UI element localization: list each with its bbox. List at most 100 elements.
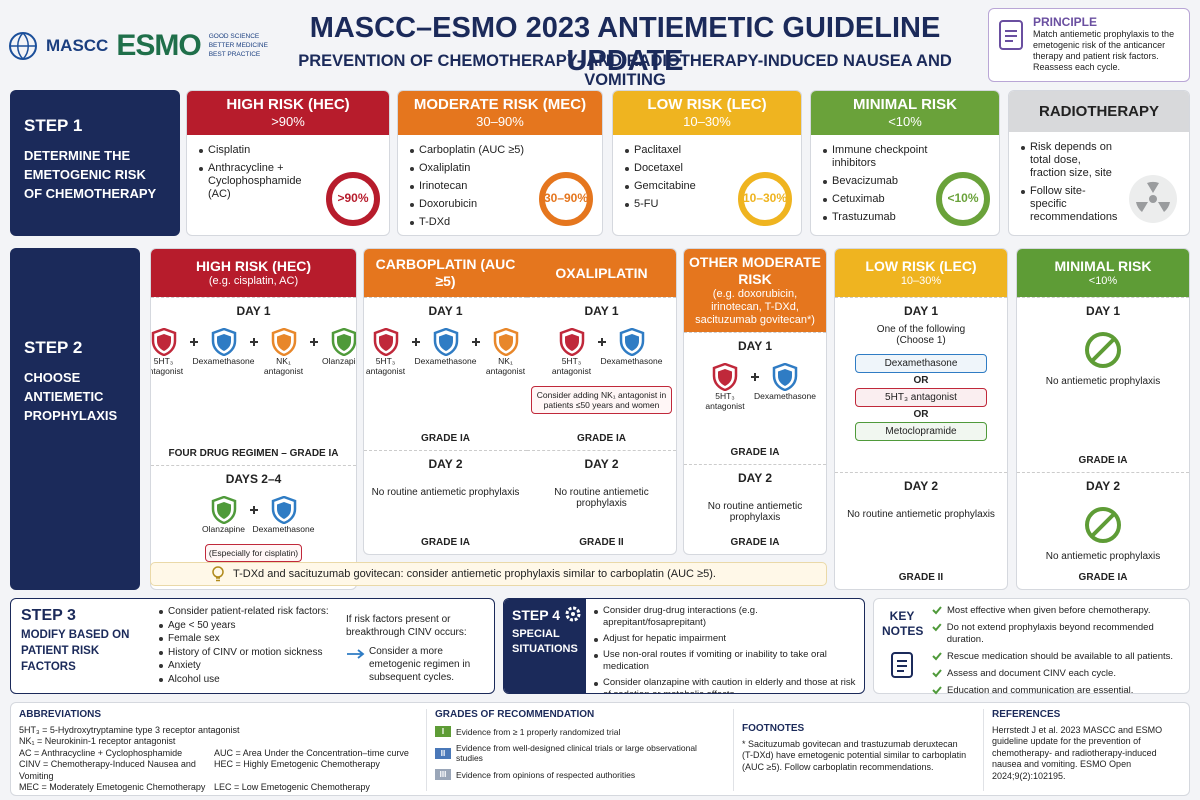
clipboard-icon: [891, 652, 913, 678]
arrow-icon: [347, 649, 365, 659]
badge-ring: [936, 172, 990, 226]
column-range: 10–30%: [683, 114, 731, 129]
grade: GRADE IA: [1078, 454, 1128, 466]
risk-factor: Consider patient-related risk factors:: [159, 605, 339, 619]
drug-item: Trastuzumab: [823, 211, 929, 224]
grades: GRADES OF RECOMMENDATION I Evidence from ≥…: [426, 709, 726, 791]
grade-level: I: [435, 726, 451, 737]
abbreviation: AUC = Area Under the Concentration–time …: [214, 747, 409, 758]
column-title: MINIMAL RISK: [853, 96, 957, 113]
plus-sign: [597, 338, 606, 346]
regimen-column: HIGH RISK (HEC) (e.g. cisplatin, AC) DAY 1…: [150, 248, 357, 590]
step-title: MODIFY BASED ON PATIENT RISK FACTORS: [21, 629, 130, 673]
regimen-column: MINIMAL RISK <10% DAY 1 No antiemetic proph…: [1016, 248, 1190, 590]
regimen: FOUR DRUG REGIMEN – GRADE IA: [168, 448, 339, 459]
abbreviation: MEC = Moderately Emetogenic Chemotherapy: [19, 782, 206, 792]
tagline-line: BETTER MEDICINE: [208, 42, 268, 49]
grade: GRADE II: [898, 572, 944, 583]
plus-sign-part: [309, 338, 318, 346]
day-label: DAY 1: [737, 339, 773, 353]
gear-icon-part: [571, 612, 575, 616]
check-icon: [932, 623, 942, 632]
drug-item: Irinotecan: [410, 180, 532, 193]
day-label: DAY 1: [584, 304, 619, 318]
risk-factor: History of CINV or motion sickness: [159, 646, 339, 660]
footnotes: FOOTNOTES * Sacituzumab govitecan and tra…: [733, 709, 978, 791]
gear-icon-part: [565, 606, 581, 622]
column-header: LOW RISK (LEC) 10–30%: [835, 249, 1007, 297]
drug: 5HT₃ antagonist: [550, 328, 594, 376]
situation: Consider drug-drug interactions (e.g. ap…: [594, 605, 859, 629]
step3-box: STEP 3 MODIFY BASED ON PATIENT RISK FACTO…: [10, 598, 495, 694]
radiation-icon-part: [1149, 195, 1157, 203]
drug-icon: [493, 328, 518, 356]
badge-ring-part: [539, 172, 593, 226]
no-prophylaxis-icon: [1085, 506, 1121, 543]
key-note: Most effective when given before chemoth…: [932, 605, 1187, 617]
tagline: GOOD SCIENCE BETTER MEDICINE BEST PRACTICE: [209, 32, 268, 59]
grade-text: Evidence from ≥ 1 properly randomized tr…: [456, 726, 621, 737]
day-label: DAY 2: [584, 457, 619, 472]
section-title: ABBREVIATIONS: [19, 709, 102, 720]
drug: Olanzapine: [321, 328, 356, 366]
special-situations: Consider drug-drug interactions (e.g. ap…: [594, 605, 859, 693]
drug: 5HT₃ antagonist: [703, 363, 747, 411]
key-note-text: Assess and document CINV each cycle.: [947, 668, 1116, 679]
risk-column: LOW RISK (LEC) 10–30% Paclitaxel Docetaxel G…: [612, 90, 802, 236]
drug-name: NK₁ antagonist: [263, 356, 304, 376]
step-label: STEP 3: [21, 607, 76, 624]
day-label: DAY 1: [236, 304, 271, 318]
day-text: No routine antiemetic prophylaxis: [847, 508, 995, 520]
drug-icon: [619, 328, 644, 356]
plus-sign-part: [189, 338, 198, 346]
drug-list: Carboplatin (AUC ≥5) Oxaliplatin Irinoteca…: [398, 135, 602, 235]
drug-icon: [559, 328, 584, 356]
grade: GRADE IA: [421, 433, 470, 445]
globe-logo-part: [10, 31, 36, 60]
regimen-column: CARBOPLATIN (AUC ≥5) DAY 1 5HT₃ antagonist…: [363, 248, 527, 555]
risk-factor: Alcohol use: [159, 673, 339, 687]
column-subtitle: (e.g. cisplatin, AC): [208, 275, 299, 287]
step-label: STEP 2: [24, 338, 83, 357]
abbreviation-row: AC = Anthracycline + Cyclophosphamide AUC…: [19, 748, 419, 760]
drug-name: NK₁ antagonist: [485, 356, 526, 376]
step-title: SPECIAL SITUATIONS: [512, 628, 578, 655]
column-range: 30–90%: [476, 114, 524, 129]
drug-item: T-DXd: [410, 216, 532, 229]
plus-sign-part: [597, 338, 606, 346]
principle-text: Match antiemetic prophylaxis to the emet…: [1033, 29, 1175, 72]
column-title: CARBOPLATIN (AUC ≥5): [375, 256, 516, 289]
globe-logo: [9, 31, 37, 60]
key-note-list: Most effective when given before chemoth…: [932, 605, 1187, 702]
title: MASCC–ESMO 2023 ANTIEMETIC GUIDELINE UPD…: [309, 12, 941, 77]
radiation-icon: [1129, 175, 1177, 223]
no-prophylaxis-icon: [1085, 332, 1121, 368]
bulb-icon-part: [212, 566, 224, 578]
bulb-icon-part: [216, 577, 220, 582]
logos: MASCC ESMO GOOD SCIENCE BETTER MEDICINE BEST…: [8, 18, 268, 73]
check-icon: [932, 669, 942, 678]
grade: GRADE IA: [1078, 572, 1128, 583]
step2-note: T-DXd and sacituzumab govitecan: conside…: [150, 562, 827, 586]
key-note: Education and communication are essentia…: [932, 685, 1187, 697]
drug-name: Olanzapine: [321, 356, 356, 366]
drug: Dexamethasone: [754, 363, 816, 401]
column-header: MINIMAL RISK <10%: [1017, 249, 1189, 297]
drug: Dexamethasone: [253, 496, 314, 534]
drug-icon: [712, 363, 738, 391]
drug-icon: [271, 328, 296, 356]
check-icon-part: [932, 652, 942, 661]
risk-column: MINIMAL RISK <10% Immune checkpoint inhibi…: [810, 90, 1000, 236]
plus-sign: [411, 338, 420, 346]
grade: GRADE IA: [421, 537, 470, 548]
check-icon: [932, 606, 942, 615]
day-section: DAY 1 No antiemetic prophylaxis GRADE IA: [1017, 297, 1189, 472]
regimen-column: LOW RISK (LEC) 10–30% DAY 1 One of the foll…: [834, 248, 1008, 590]
or-label: OR: [913, 375, 929, 386]
key-note-text: Rescue medication should be available to…: [947, 651, 1174, 662]
step-title: CHOOSE ANTIEMETIC PROPHYLAXIS: [24, 370, 118, 423]
check-icon-part: [932, 623, 942, 632]
day-section: DAY 2 No routine antiemetic prophylaxis GR…: [835, 471, 1007, 589]
drug-item: Oxaliplatin: [410, 162, 532, 175]
column-title: LOW RISK (LEC): [647, 96, 767, 113]
